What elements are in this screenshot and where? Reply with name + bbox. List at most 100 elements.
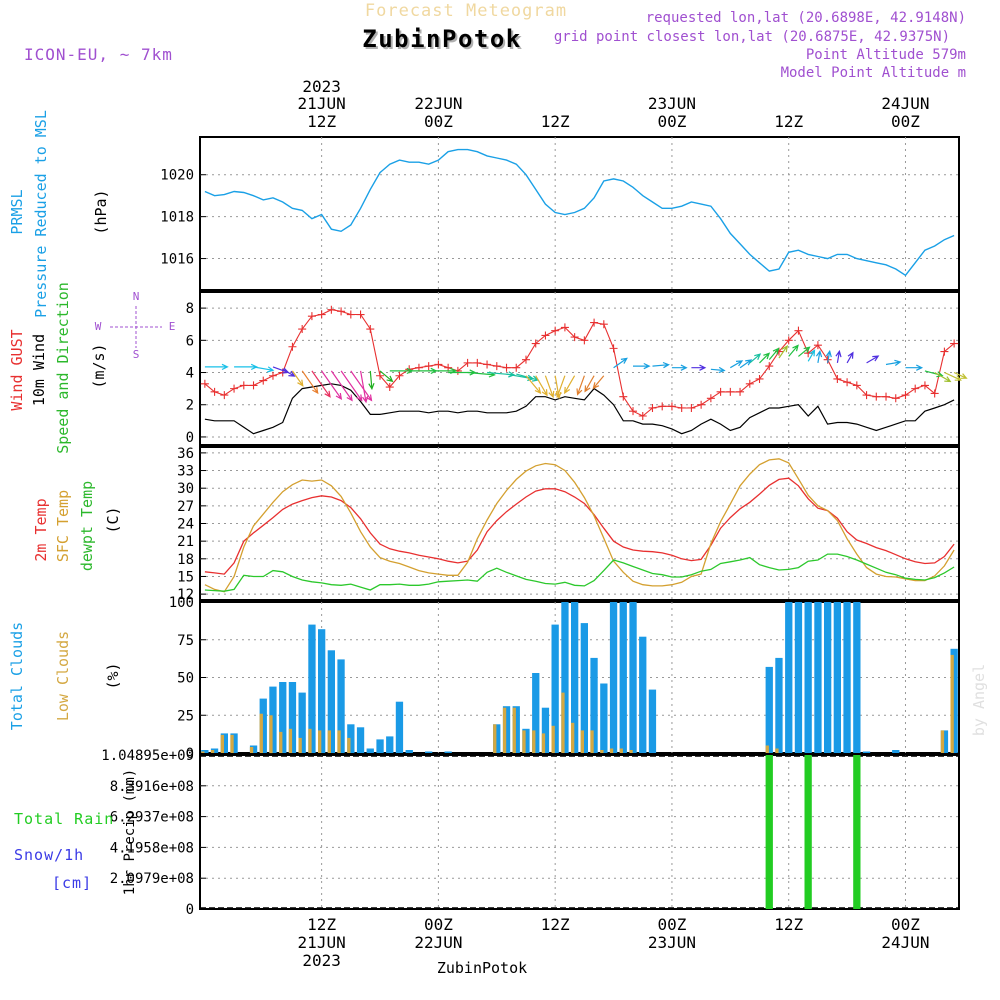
- wind-gust-marker: [706, 394, 715, 403]
- y-tick-label: 4: [186, 366, 194, 382]
- total-clouds-bar: [512, 706, 520, 753]
- low-clouds-bar: [561, 692, 565, 753]
- top-hour-label: 00Z: [657, 112, 686, 131]
- low-clouds-bar: [259, 713, 263, 753]
- panel-frame: [199, 136, 960, 291]
- wind-direction-arrow: [340, 370, 363, 402]
- wind-direction-arrow: [544, 375, 555, 399]
- wind-gust-marker: [755, 374, 764, 383]
- wind-gust-marker: [882, 392, 891, 401]
- wind-gust-marker: [930, 389, 939, 398]
- total-clouds-bar: [308, 624, 316, 753]
- wind-gust-marker: [376, 371, 385, 380]
- y-tick-label: 2.0979e+08: [110, 871, 194, 887]
- low-clouds-bar: [609, 748, 614, 753]
- compass-n: N: [133, 290, 140, 303]
- model-label: ICON-EU, ~ 7km: [24, 45, 173, 64]
- info-line-3: Point Altitude 579m: [806, 47, 966, 63]
- wind-direction-arrow: [815, 349, 823, 364]
- info-line-4: Model Point Altitude m: [781, 65, 966, 81]
- wind-panel: 0 2 4 6 8: [186, 292, 968, 446]
- total-clouds-bar: [386, 736, 394, 753]
- y-tick-label: 30: [177, 481, 194, 497]
- label-snow: Snow/1h: [14, 846, 84, 864]
- wind-gust-marker: [249, 381, 258, 390]
- wind-gust-marker: [667, 402, 676, 411]
- bottom-hour-label: 12Z: [307, 915, 336, 934]
- y-tick-label: 1018: [160, 210, 194, 226]
- wind-gust-marker: [327, 305, 336, 314]
- wind-gust-marker: [687, 403, 696, 412]
- y-tick-label: 4.1958e+08: [110, 840, 194, 856]
- wind-gust-marker: [551, 326, 560, 335]
- wind-gust-marker: [395, 371, 404, 380]
- total-clouds-bar: [785, 602, 793, 753]
- location-title-front: ZubinPotok: [362, 25, 522, 53]
- bottom-date-label: 23JUN: [648, 933, 696, 952]
- total-clouds-bar: [356, 727, 365, 753]
- wind-direction-arrow: [729, 360, 744, 369]
- low-clouds-bar: [571, 722, 575, 753]
- total-clouds-bar: [814, 602, 822, 753]
- wind-gust-marker: [337, 307, 346, 316]
- wind-gust-marker: [502, 363, 511, 372]
- wind-direction-arrow: [613, 357, 628, 369]
- pressure-line: [204, 148, 955, 277]
- bottom-date-label: 21JUN: [298, 933, 346, 952]
- total-clouds-bar: [571, 602, 579, 753]
- wind-direction-arrow: [556, 375, 566, 399]
- y-tick-label: 1.04895e+09: [101, 748, 194, 764]
- low-clouds-bar: [318, 730, 322, 753]
- total-clouds-bar: [775, 657, 783, 753]
- y-tick-label: 6.2937e+08: [110, 810, 194, 826]
- top-hour-label: 00Z: [891, 112, 920, 131]
- total-clouds-bar: [541, 707, 550, 753]
- label-low-clouds: Low Clouds: [54, 631, 72, 721]
- wind-direction-arrow: [905, 364, 924, 371]
- total-clouds-bar: [279, 682, 287, 753]
- wind-direction-arrow: [350, 370, 373, 402]
- wind-gust-marker: [385, 383, 394, 392]
- wind-gust-marker: [346, 310, 355, 319]
- y-tick-label: 75: [177, 633, 194, 649]
- wind-gust-marker: [901, 391, 910, 400]
- wind-direction-arrow: [671, 364, 688, 371]
- total-clouds-bar: [230, 733, 238, 753]
- total-clouds-bar: [395, 701, 404, 753]
- wind-gust-marker: [677, 403, 686, 412]
- total-clouds-bar: [522, 728, 530, 753]
- total-clouds-bar: [366, 748, 374, 753]
- top-date-label: 21JUN: [298, 94, 346, 113]
- total-clouds-bar: [590, 657, 598, 753]
- total-clouds-bar: [824, 602, 832, 753]
- y-tick-label: 2: [186, 398, 194, 414]
- wind-gust-marker: [736, 387, 745, 396]
- wind-gust-marker: [658, 402, 667, 411]
- wind-direction-arrow: [301, 370, 319, 395]
- wind-direction-arrow: [835, 349, 842, 364]
- total-clouds-bar: [347, 724, 355, 753]
- wind-direction-arrow: [768, 347, 780, 360]
- wind-direction-arrow: [825, 349, 832, 364]
- wind-direction-arrow: [525, 375, 542, 395]
- wind-gust-marker: [200, 379, 209, 388]
- bottom-date-label: 24JUN: [881, 933, 929, 952]
- wind-gust-marker: [366, 325, 375, 334]
- wind-direction-arrow: [759, 352, 771, 364]
- wind-gust-marker: [220, 391, 229, 400]
- info-line-2: grid point closest lon,lat (20.6875E, 42…: [554, 29, 950, 45]
- wind-gust-marker: [852, 381, 861, 390]
- wind-gust-marker: [483, 360, 492, 369]
- wind-gust-marker: [911, 384, 920, 393]
- wind-gust-marker: [288, 342, 297, 351]
- low-clouds-bar: [230, 734, 234, 753]
- compass-e: E: [169, 320, 176, 333]
- wind-gust-marker: [473, 358, 482, 367]
- wind-direction-arrow: [944, 371, 962, 381]
- wind-direction-arrow: [691, 364, 707, 371]
- location-title: ZubinPotok: [364, 27, 524, 55]
- label-10m-wind: 10m Wind: [30, 334, 48, 406]
- wind-gust-marker: [268, 371, 277, 380]
- wind-direction-arrow: [592, 375, 605, 390]
- wind-gust-marker: [492, 362, 501, 371]
